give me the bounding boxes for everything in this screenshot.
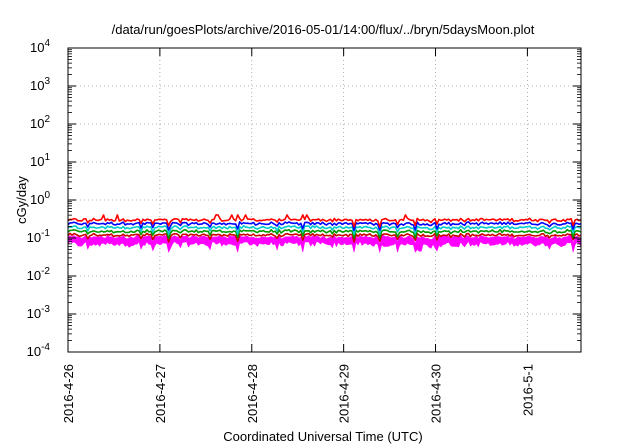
x-tick-label: 2016-5-1 bbox=[520, 364, 535, 416]
series-line-00cccc bbox=[67, 224, 582, 235]
series-line-cc0000 bbox=[67, 232, 582, 243]
x-tick-label: 2016-4-27 bbox=[153, 364, 168, 423]
x-tick-labels: 2016-4-26 2016-4-27 2016-4-28 2016-4-29 2016… bbox=[61, 364, 535, 423]
y-tick-label: 104 bbox=[30, 38, 50, 55]
series-line-009900 bbox=[67, 228, 582, 240]
chart-title: /data/run/goesPlots/archive/2016-05-01/1… bbox=[112, 22, 535, 37]
y-tick-label: 103 bbox=[30, 76, 50, 93]
x-tick-label: 2016-4-26 bbox=[61, 364, 76, 423]
y-tick-label: 101 bbox=[30, 152, 50, 169]
x-tick-label: 2016-4-29 bbox=[337, 364, 352, 423]
series-line-0000ff bbox=[67, 221, 582, 232]
x-tick-label: 2016-4-28 bbox=[245, 364, 260, 423]
y-tick-label: 100 bbox=[30, 190, 50, 207]
x-axis-label: Coordinated Universal Time (UTC) bbox=[223, 429, 422, 444]
y-tick-label: 102 bbox=[30, 114, 50, 131]
series-line-ff0000 bbox=[67, 214, 582, 228]
y-tick-labels: 10-4 10-3 10-2 10-1 100 101 102 103 104 bbox=[27, 38, 51, 359]
y-tick-label: 10-1 bbox=[27, 228, 51, 245]
y-axis-label: cGy/day bbox=[14, 176, 29, 224]
tick-marks bbox=[67, 47, 581, 353]
x-tick-label: 2016-4-30 bbox=[429, 364, 444, 423]
series-layer bbox=[67, 214, 582, 254]
y-tick-label: 10-4 bbox=[27, 342, 51, 359]
y-tick-label: 10-2 bbox=[27, 266, 51, 283]
y-tick-label: 10-3 bbox=[27, 304, 51, 321]
